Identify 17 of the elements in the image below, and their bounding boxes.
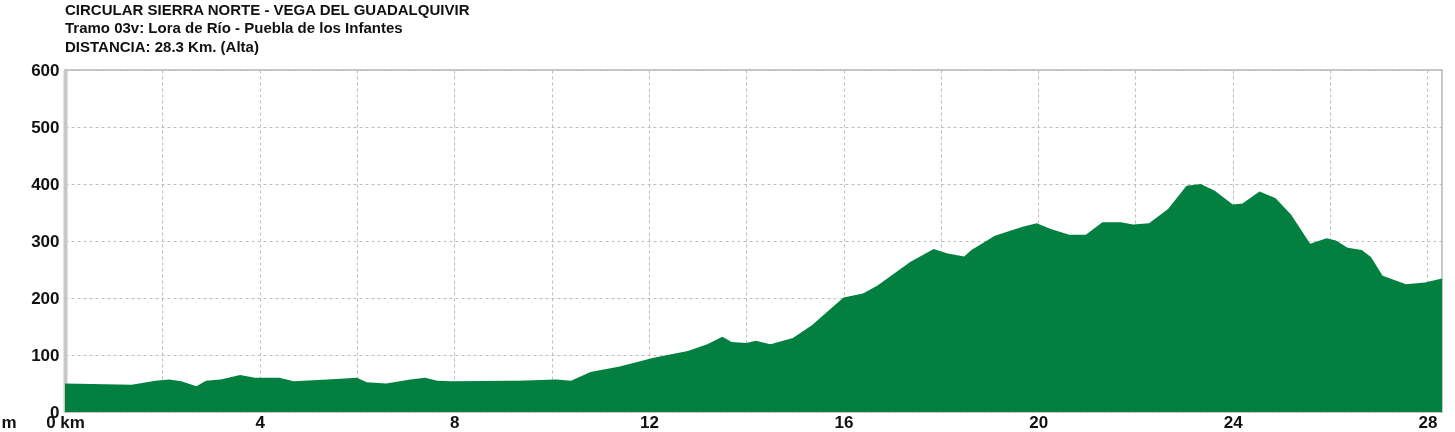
y-tick-label: 500 bbox=[31, 117, 60, 137]
y-axis-title: m bbox=[1, 412, 17, 432]
y-tick-label: 400 bbox=[31, 174, 60, 194]
x-tick-label: 20 bbox=[1029, 412, 1049, 432]
x-tick-label: 24 bbox=[1223, 412, 1244, 432]
text: DISTANCIA: 28.3 Km. (Alta) bbox=[65, 38, 259, 55]
y-tick-label: 300 bbox=[31, 231, 60, 251]
y-tick-label: 200 bbox=[31, 288, 60, 308]
chart-subtitle: Tramo 03v: Lora de Río - Puebla de los Infantes bbox=[65, 19, 403, 36]
x-tick-label: 4 bbox=[255, 412, 266, 432]
x-tick-label: 16 bbox=[834, 412, 854, 432]
y-tick-label: 600 bbox=[31, 60, 60, 80]
x-tick-label: 12 bbox=[639, 412, 659, 432]
x-tick-label: 28 bbox=[1418, 412, 1438, 432]
chart-title: CIRCULAR SIERRA NORTE - VEGA DEL GUADALQUIVIR bbox=[65, 1, 470, 18]
y-tick-label: 100 bbox=[31, 345, 60, 365]
x-tick-label: 8 bbox=[450, 412, 460, 432]
